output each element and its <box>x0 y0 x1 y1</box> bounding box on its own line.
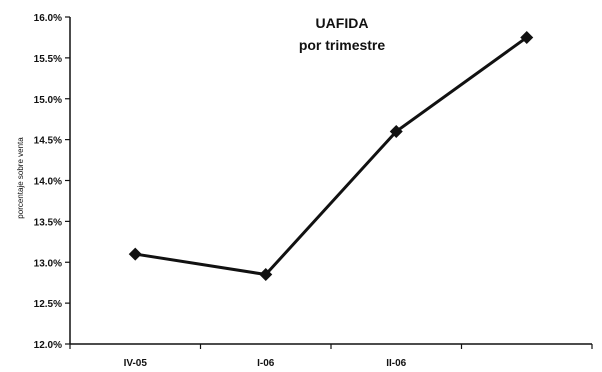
y-tick-label: 13.5% <box>34 217 62 228</box>
chart-subtitle: por trimestre <box>299 37 386 53</box>
y-tick-label: 15.5% <box>34 54 62 65</box>
y-tick-label: 14.5% <box>34 136 62 147</box>
series-group <box>128 30 534 282</box>
x-tick-label: II-06 <box>386 358 406 369</box>
x-tick-label: IV-05 <box>124 358 148 369</box>
data-point-marker <box>259 268 273 282</box>
y-tick-label: 15.0% <box>34 95 62 106</box>
data-point-marker <box>128 247 142 261</box>
y-axis-label: porcentaje sobre venta <box>16 137 25 219</box>
y-tick-label: 12.0% <box>34 340 62 351</box>
y-tick-label: 16.0% <box>34 13 62 24</box>
y-tick-label: 12.5% <box>34 299 62 310</box>
chart-title: UAFIDA <box>316 15 369 31</box>
y-tick-label: 14.0% <box>34 177 62 188</box>
series-line <box>135 36 528 277</box>
x-tick-label: I-06 <box>257 358 275 369</box>
data-point-marker <box>520 30 534 44</box>
y-tick-label: 13.0% <box>34 258 62 269</box>
data-point-marker <box>389 124 403 138</box>
x-axis-ticks: IV-05 I-06 II-06 <box>69 344 593 369</box>
y-axis-ticks: 12.0% 12.5% 13.0% 13.5% 14.0% 14.5% 15.0% 15.5%… <box>34 13 70 351</box>
